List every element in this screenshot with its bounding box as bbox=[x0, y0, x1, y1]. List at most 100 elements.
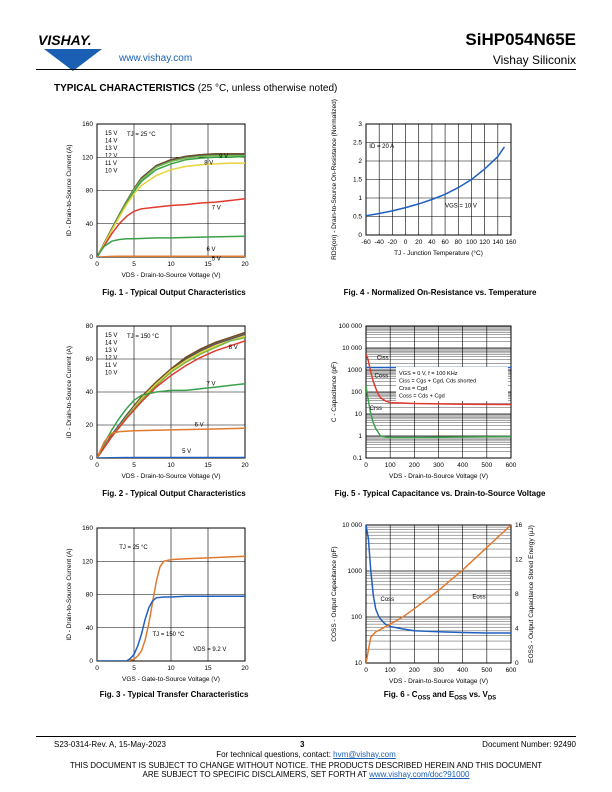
fig5-series-label: Ciss bbox=[377, 356, 389, 362]
fig6-ytick-label: 1000 bbox=[348, 568, 363, 575]
fig1-series-label: 6 V bbox=[207, 247, 216, 253]
fig5-ytick-label: 10 000 bbox=[342, 345, 362, 352]
footer-contact-email[interactable]: hvm@vishay.com bbox=[333, 750, 396, 759]
fig5-legend-entry: Crss = Cgd bbox=[399, 386, 427, 392]
fig3-xtick-label: 20 bbox=[241, 665, 249, 672]
website-link[interactable]: www.vishay.com bbox=[119, 53, 193, 64]
fig3-ylabel: ID - Drain-to-Source Current (A) bbox=[66, 548, 73, 640]
fig4-xlabel: TJ - Junction Temperature (°C) bbox=[394, 249, 483, 257]
fig5-xtick-label: 300 bbox=[433, 462, 444, 469]
fig1-series-line bbox=[97, 235, 245, 257]
fig4-chart: 0 0.5 1 1.5 2 2.5 3 -60 -40 -20 0 20 40 60 80 100 120 140… bbox=[331, 99, 517, 260]
fig2-series-line bbox=[97, 456, 245, 458]
fig2-xtick-label: 15 bbox=[204, 462, 212, 469]
section-heading: TYPICAL CHARACTERISTICS (25 °C, unless o… bbox=[54, 83, 337, 94]
fig2-xtick-label: 20 bbox=[241, 462, 249, 469]
fig4-xtick-label: 40 bbox=[428, 239, 436, 246]
fig2-xtick-label: 0 bbox=[95, 462, 99, 469]
fig1-note: TJ = 25 °C bbox=[127, 132, 156, 138]
footer-doc-number: Document Number: 92490 bbox=[482, 740, 576, 749]
fig2-legend-entry: 10 V bbox=[105, 371, 117, 377]
footer-divider bbox=[36, 736, 576, 737]
fig1-legend-entry: 12 V bbox=[105, 154, 117, 160]
fig2-legend-entry: 15 V bbox=[105, 333, 117, 339]
fig1-series-label: 9 V bbox=[219, 154, 228, 160]
fig3-series-line bbox=[97, 555, 245, 661]
fig1-series-line bbox=[97, 162, 245, 257]
fig2-xtick-label: 5 bbox=[132, 462, 136, 469]
fig2-series-line bbox=[97, 340, 245, 458]
fig1-legend-entry: 11 V bbox=[105, 161, 117, 167]
fig5-xtick-label: 200 bbox=[409, 462, 420, 469]
fig6-xtick-label: 500 bbox=[481, 667, 492, 674]
fig3-note: TJ = 25 °C bbox=[119, 545, 148, 551]
footer-disclaimer-prefix: ARE SUBJECT TO SPECIFIC DISCLAIMERS, SET… bbox=[142, 770, 370, 779]
fig6-plot-frame bbox=[365, 524, 512, 664]
fig3-xtick-label: 10 bbox=[167, 665, 175, 672]
fig6-xlabel: VDS - Drain-to-Source Voltage (V) bbox=[389, 678, 488, 685]
fig6-ytick-label: 10 000 bbox=[342, 522, 362, 529]
fig5-ytick-label: 1000 bbox=[348, 367, 363, 374]
logo-triangle bbox=[44, 49, 102, 71]
fig4-note: VGS = 10 V bbox=[445, 203, 477, 209]
fig6-y2tick-label: 0 bbox=[515, 660, 519, 667]
fig1-series-label: 7 V bbox=[212, 206, 221, 212]
fig2-ytick-label: 0 bbox=[89, 455, 93, 462]
fig4-ytick-label: 0 bbox=[358, 232, 362, 239]
fig4-xtick-label: -20 bbox=[388, 239, 398, 246]
fig2-series-line bbox=[97, 383, 245, 458]
footer-disclaimer-link[interactable]: www.vishay.com/doc?91000 bbox=[369, 770, 470, 779]
fig6-ytick-label: 10 bbox=[355, 660, 363, 667]
fig4-xtick-label: -60 bbox=[361, 239, 371, 246]
fig6-ytick-label: 100 bbox=[351, 614, 362, 621]
fig6-xtick-label: 100 bbox=[385, 667, 396, 674]
vishay-logo: VISHAY. bbox=[36, 27, 116, 77]
fig5-ytick-label: 0.1 bbox=[353, 455, 362, 462]
fig5-xtick-label: 500 bbox=[481, 462, 492, 469]
fig4-ylabel: RDS(on) - Drain-to-Source On-Resistance … bbox=[331, 99, 338, 260]
fig1-ytick-label: 160 bbox=[82, 121, 93, 128]
fig2-legend-entry: 12 V bbox=[105, 356, 117, 362]
fig6-y2tick-label: 4 bbox=[515, 626, 519, 633]
fig1-xtick-label: 0 bbox=[95, 261, 99, 268]
fig2-ytick-label: 20 bbox=[86, 422, 94, 429]
fig4-xtick-label: 0 bbox=[404, 239, 408, 246]
fig3-xtick-label: 15 bbox=[204, 665, 212, 672]
fig1-xtick-label: 5 bbox=[132, 261, 136, 268]
fig5-caption: Fig. 5 - Typical Capacitance vs. Drain-t… bbox=[334, 489, 546, 498]
fig2-legend-entry: 11 V bbox=[105, 363, 117, 369]
fig1-ylabel: ID - Drain-to-Source Current (A) bbox=[66, 144, 73, 236]
fig6-ylabel: COSS - Output Capacitance (pF) bbox=[331, 546, 338, 641]
fig4-xtick-label: 80 bbox=[455, 239, 463, 246]
fig3-xtick-label: 0 bbox=[95, 665, 99, 672]
fig1-caption: Fig. 1 - Typical Output Characteristics bbox=[102, 288, 246, 297]
fig4-xtick-label: 120 bbox=[479, 239, 490, 246]
fig5-xlabel: VDS - Drain-to-Source Voltage (V) bbox=[389, 473, 488, 480]
fig1-series-label: 5 V bbox=[212, 256, 221, 262]
fig3-plot-frame bbox=[96, 527, 246, 662]
fig1-plot-frame bbox=[96, 123, 246, 258]
section-subtitle: (25 °C, unless otherwise noted) bbox=[197, 83, 338, 94]
fig3-xtick-label: 5 bbox=[132, 665, 136, 672]
fig5-ylabel: C - Capacitance (pF) bbox=[331, 362, 338, 422]
fig2-ytick-label: 80 bbox=[86, 323, 94, 330]
fig5-xtick-label: 400 bbox=[457, 462, 468, 469]
fig3-chart: 0 40 80 120 160 0 5 10 15 20 VGS - Gate-to-Source … bbox=[66, 525, 249, 683]
company-name: Vishay Siliconix bbox=[492, 53, 576, 67]
fig4-ytick-label: 3 bbox=[358, 121, 362, 128]
fig4-ytick-label: 0.5 bbox=[353, 214, 362, 221]
footer-contact: For technical questions, contact: hvm@vi… bbox=[0, 750, 612, 759]
footer-disclaimer-1: THIS DOCUMENT IS SUBJECT TO CHANGE WITHO… bbox=[69, 761, 543, 770]
fig5-xtick-label: 600 bbox=[506, 462, 517, 469]
section-title: TYPICAL CHARACTERISTICS bbox=[54, 83, 195, 94]
fig2-note: TJ = 150 °C bbox=[127, 334, 160, 340]
fig5-series-label: Crss bbox=[370, 406, 382, 412]
fig3-series-line bbox=[97, 595, 245, 661]
fig5-legend-entry: Coss = Cds + Cgd bbox=[399, 394, 445, 400]
fig6-y2tick-label: 16 bbox=[515, 522, 523, 529]
fig1-xtick-label: 15 bbox=[204, 261, 212, 268]
fig1-ytick-label: 80 bbox=[86, 188, 94, 195]
fig6-xtick-label: 300 bbox=[433, 667, 444, 674]
